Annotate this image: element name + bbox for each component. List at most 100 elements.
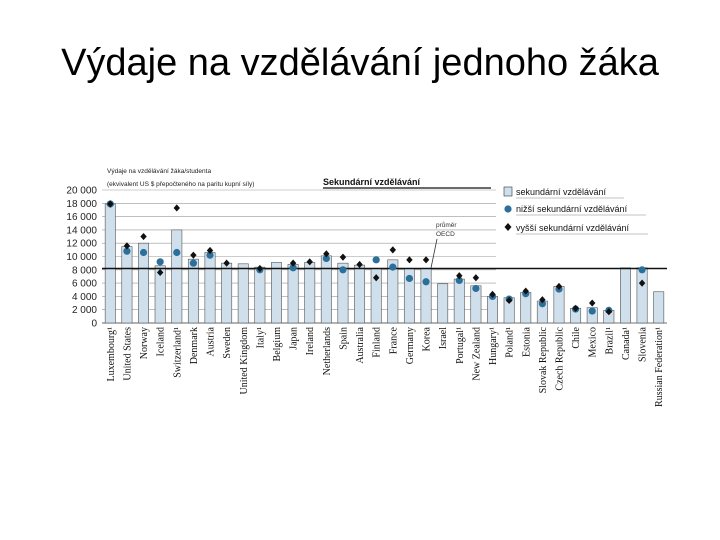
x-tick-label: Netherlands	[322, 327, 333, 375]
y-axis-label-line1: Výdaje na vzdělávání žáka/studenta	[107, 168, 211, 175]
bar	[271, 262, 282, 324]
legend-lower-label: nižší sekundární vzdělávání	[516, 204, 628, 214]
marker-upper-secondary	[206, 246, 214, 255]
legend-lower-swatch	[504, 205, 512, 213]
x-tick-label: Austria	[206, 326, 217, 356]
y-tick-label: 12 000	[66, 239, 97, 250]
bar	[437, 283, 449, 324]
bar	[221, 262, 233, 324]
marker-lower-secondary	[455, 276, 463, 285]
x-tick-label: United States	[122, 327, 133, 381]
marker-upper-secondary	[156, 268, 164, 277]
bar	[620, 267, 631, 324]
marker-lower-secondary	[289, 264, 297, 272]
marker-upper-secondary	[555, 282, 563, 291]
bar	[354, 264, 366, 324]
bar	[304, 262, 316, 324]
oecd-label-line2: OECD	[436, 231, 455, 238]
x-tick-label: Belgium	[272, 327, 283, 362]
marker-upper-secondary	[422, 256, 430, 264]
marker-upper-secondary	[123, 242, 131, 250]
marker-upper-secondary	[107, 200, 114, 208]
oecd-label-line1: průměr	[436, 221, 457, 229]
bar	[138, 242, 149, 324]
legend-bar-swatch	[503, 186, 513, 197]
x-tick-label: Slovenia	[638, 326, 649, 362]
marker-upper-secondary	[339, 253, 347, 261]
bar	[171, 229, 183, 324]
marker-upper-secondary	[456, 272, 463, 280]
y-tick-label: 10 000	[66, 252, 97, 263]
bar	[204, 252, 216, 324]
bar	[636, 267, 648, 324]
bar	[154, 265, 166, 324]
y-axis-label-line2: (ekvivalent US $ přepočteného na paritu …	[107, 181, 254, 188]
bar	[287, 264, 299, 324]
marker-lower-secondary	[405, 274, 414, 283]
y-tick-label: 2 000	[72, 305, 97, 316]
x-tick-label: Chile	[571, 326, 582, 348]
y-tick-label: 14 000	[66, 225, 97, 236]
bars	[104, 203, 665, 324]
legend-upper-swatch	[504, 223, 512, 231]
marker-upper-secondary	[306, 258, 313, 266]
x-tick-label: United Kingdom	[239, 327, 250, 395]
x-tick-label: Ireland	[305, 327, 316, 355]
y-tick-label: 20 000	[66, 186, 97, 197]
x-tick-label: Russian Federation¹	[654, 327, 665, 407]
y-tick-label: 6 000	[72, 279, 97, 290]
x-tick-label: Sweden	[222, 327, 233, 359]
marker-upper-secondary	[605, 308, 613, 316]
y-tick-label: 18 000	[66, 199, 97, 210]
marker-upper-secondary	[323, 250, 330, 258]
x-tick-label: Denmark	[189, 327, 200, 364]
x-tick-label: Poland¹	[505, 327, 516, 358]
x-axis-ticks: Luxembourg¹ United States Norway Iceland Swi…	[106, 326, 665, 406]
marker-lower-secondary	[173, 248, 181, 257]
marker-upper-secondary	[289, 259, 297, 267]
marker-lower-secondary	[638, 266, 646, 274]
x-tick-label: Hungary¹	[488, 327, 499, 365]
y-tick-label: 16 000	[66, 212, 97, 223]
marker-lower-secondary	[339, 266, 347, 274]
bar	[187, 258, 199, 324]
legend-upper-label: vyšší sekundární vzdělávání	[516, 223, 630, 233]
x-tick-label: France	[388, 326, 399, 354]
x-tick-label: Mexico	[588, 327, 599, 358]
x-tick-label: Switzerland¹	[172, 327, 183, 378]
y-tick-label: 0	[91, 319, 97, 330]
x-tick-label: Japan	[289, 327, 300, 350]
x-tick-label: Czech Republic	[554, 326, 565, 390]
x-tick-label: Iceland	[156, 327, 167, 356]
x-tick-label: Korea	[422, 326, 433, 351]
bar	[237, 263, 249, 324]
x-tick-label: Finland	[372, 327, 383, 358]
bar	[104, 203, 116, 324]
bar	[121, 246, 133, 324]
marker-upper-secondary	[356, 260, 363, 269]
marker-upper-secondary	[372, 274, 380, 282]
x-tick-label: Luxembourg¹	[106, 327, 117, 381]
slide-title: Výdaje na vzdělávání jednoho žáka	[61, 42, 659, 84]
y-tick-label: 4 000	[72, 292, 97, 303]
y-axis-ticks: 0 2 000 4 000 6 000 8 000 10 000 12 000 14 000 1…	[66, 186, 97, 330]
bar	[254, 266, 266, 324]
marker-upper-secondary	[406, 256, 413, 264]
marker-upper-secondary	[190, 251, 197, 259]
marker-upper-secondary	[173, 204, 180, 212]
marker-lower-secondary	[588, 307, 596, 315]
x-tick-label: Israel	[438, 327, 449, 349]
marker-upper-secondary	[223, 259, 230, 267]
marker-lower-secondary	[123, 247, 131, 255]
oecd-pointer	[430, 238, 438, 269]
marker-lower-secondary	[139, 248, 148, 257]
bar	[420, 268, 432, 324]
marker-upper-secondary	[638, 279, 646, 287]
x-tick-label: Portugal¹	[455, 327, 466, 364]
x-tick-label: Brazil¹	[604, 327, 615, 354]
marker-upper-secondary	[505, 296, 513, 304]
marker-lower-secondary	[472, 284, 480, 293]
marker-upper-secondary	[256, 264, 264, 273]
x-tick-label: New Zealand	[471, 327, 482, 381]
marker-lower-secondary	[156, 258, 164, 266]
